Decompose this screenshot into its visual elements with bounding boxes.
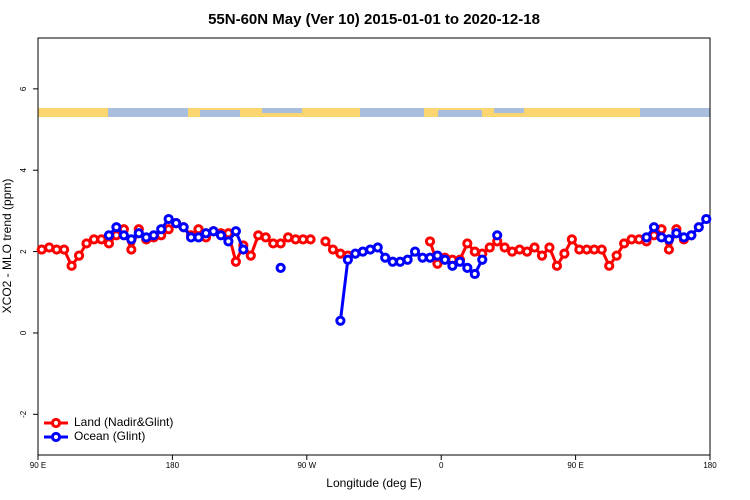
data-point xyxy=(402,254,413,265)
data-point xyxy=(96,234,107,245)
data-point xyxy=(148,230,159,241)
chart-title: 55N-60N May (Ver 10) 2015-01-01 to 2020-… xyxy=(208,11,540,28)
data-point xyxy=(663,244,675,255)
data-point xyxy=(59,244,70,255)
series xyxy=(103,213,712,326)
y-tick-label: 6 xyxy=(19,86,28,91)
data-point xyxy=(447,260,458,271)
y-tick-label: 2 xyxy=(19,249,28,254)
data-point xyxy=(454,256,465,267)
legend-marker xyxy=(50,431,62,443)
data-point xyxy=(671,228,682,239)
data-point xyxy=(178,222,189,233)
data-point xyxy=(208,226,219,237)
legend-label: Land (Nadir&Glint) xyxy=(74,415,173,429)
data-point xyxy=(499,242,510,253)
data-point xyxy=(193,232,204,243)
x-tick-label: 90 E xyxy=(567,461,583,470)
legend-label: Ocean (Glint) xyxy=(74,429,145,443)
data-point xyxy=(171,218,182,229)
data-point xyxy=(275,238,286,249)
data-point xyxy=(245,250,256,261)
x-axis-label: Longitude (deg E) xyxy=(326,476,421,490)
data-point xyxy=(484,242,495,253)
data-point xyxy=(701,213,712,225)
data-point xyxy=(641,232,652,243)
data-point xyxy=(126,234,137,245)
land-ocean-strip xyxy=(38,108,710,117)
data-point xyxy=(663,234,675,245)
data-point xyxy=(492,230,503,241)
series xyxy=(36,218,697,271)
data-point xyxy=(409,246,421,257)
data-point xyxy=(469,268,480,280)
data-point xyxy=(432,250,443,261)
data-point xyxy=(103,230,115,241)
data-point xyxy=(536,250,548,261)
data-point xyxy=(551,260,563,271)
data-point xyxy=(335,315,346,326)
data-point xyxy=(529,242,540,253)
legend-marker xyxy=(50,417,62,429)
y-tick-label: 0 xyxy=(19,330,28,335)
data-point xyxy=(260,232,271,243)
data-point xyxy=(380,252,391,263)
data-point xyxy=(686,230,697,241)
data-point xyxy=(327,244,339,255)
data-point xyxy=(648,222,660,233)
data-point xyxy=(432,258,443,269)
data-point xyxy=(604,260,615,271)
data-point xyxy=(163,213,174,225)
data-point xyxy=(477,254,488,265)
data-point xyxy=(462,238,473,249)
data-point xyxy=(193,224,204,235)
data-point xyxy=(275,262,286,273)
data-point xyxy=(111,222,122,233)
x-tick-label: 90 W xyxy=(297,461,316,470)
data-point xyxy=(156,224,167,235)
data-point xyxy=(320,236,331,247)
data-point xyxy=(215,230,227,241)
data-point xyxy=(73,250,85,261)
x-tick-label: 180 xyxy=(703,461,717,470)
data-point xyxy=(238,244,249,255)
data-point xyxy=(133,228,144,239)
data-point xyxy=(521,246,533,257)
data-point xyxy=(611,250,622,261)
data-point xyxy=(223,236,234,247)
data-point xyxy=(596,244,607,255)
data-point xyxy=(619,238,630,249)
x-tick-label: 180 xyxy=(166,461,180,470)
legend: Land (Nadir&Glint)Ocean (Glint) xyxy=(44,415,173,443)
data-point xyxy=(544,242,555,253)
data-point xyxy=(305,234,316,245)
y-axis-label: XCO2 - MLO trend (ppm) xyxy=(0,179,14,314)
data-point xyxy=(66,260,77,271)
data-point xyxy=(559,248,570,259)
data-point xyxy=(230,256,241,267)
data-point xyxy=(693,222,704,233)
data-point xyxy=(424,236,436,247)
data-point xyxy=(462,262,473,273)
x-tick-label: 0 xyxy=(439,461,444,470)
x-tick-label: 90 E xyxy=(30,461,46,470)
data-point xyxy=(126,244,137,255)
data-point xyxy=(81,238,92,249)
data-point xyxy=(118,230,129,241)
data-point xyxy=(230,226,241,237)
y-tick-label: -2 xyxy=(19,410,28,418)
data-point xyxy=(103,238,115,249)
data-point xyxy=(566,234,577,245)
data-point xyxy=(372,242,383,253)
data-point xyxy=(439,254,451,265)
y-tick-label: 4 xyxy=(19,167,28,172)
data-point xyxy=(342,254,353,265)
